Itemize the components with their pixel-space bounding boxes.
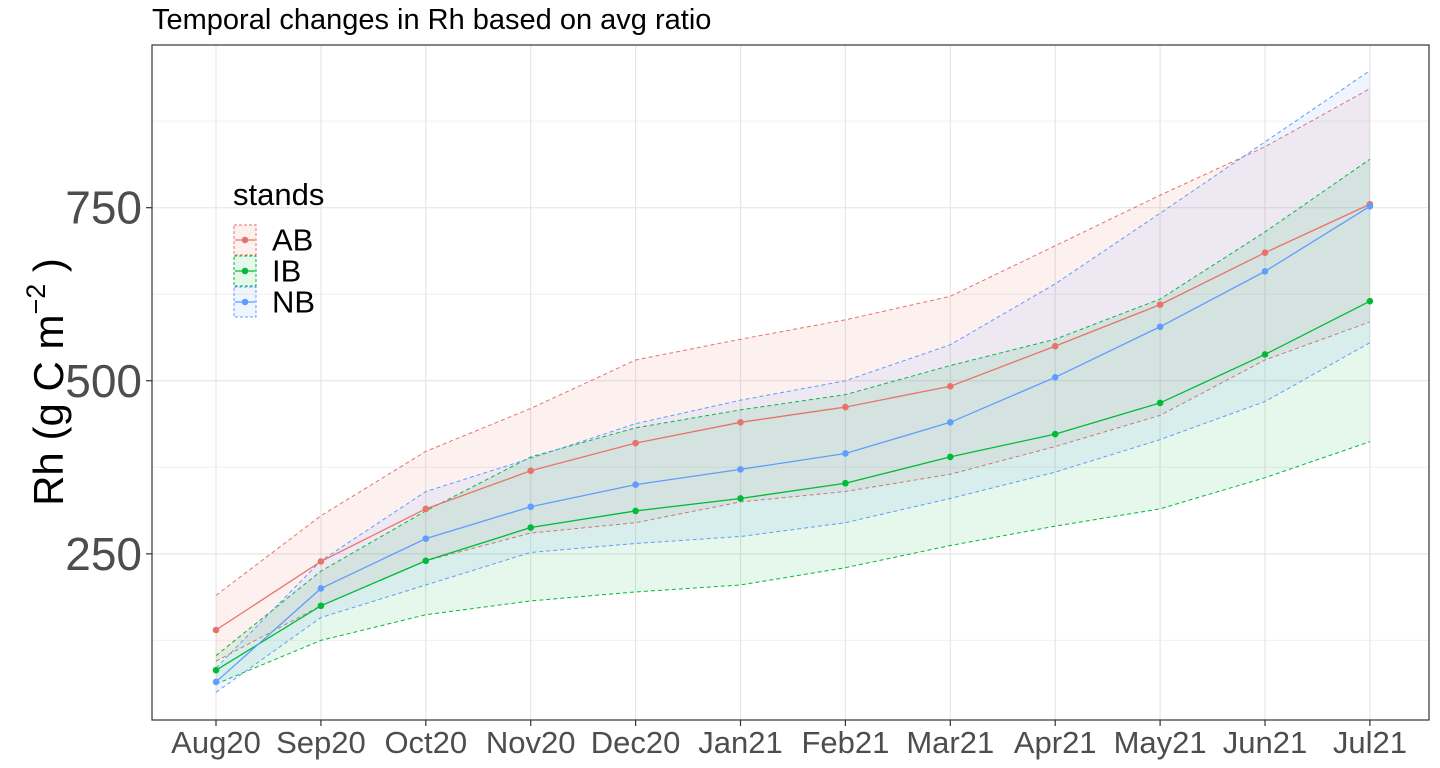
x-tick-label: Dec20 bbox=[591, 725, 681, 760]
x-tick-label: Jun21 bbox=[1223, 725, 1307, 760]
band-upper-IB bbox=[215, 158, 1371, 657]
series-lines bbox=[215, 203, 1371, 683]
point-AB bbox=[947, 383, 954, 390]
band-upper-AB bbox=[215, 88, 1371, 596]
y-tick-label: 750 bbox=[65, 182, 142, 234]
point-NB bbox=[842, 450, 849, 457]
point-AB bbox=[1261, 249, 1269, 256]
point-NB bbox=[212, 678, 220, 686]
confidence-bands bbox=[215, 70, 1371, 693]
x-tick-label: Jul21 bbox=[1333, 725, 1407, 760]
x-tick-label: Nov20 bbox=[486, 725, 576, 760]
point-IB bbox=[1156, 399, 1164, 407]
point-NB bbox=[947, 419, 954, 426]
x-tick-label: Oct20 bbox=[384, 725, 467, 760]
point-NB bbox=[1366, 203, 1374, 210]
x-tick-label: Jan21 bbox=[698, 725, 782, 760]
point-NB bbox=[632, 481, 639, 488]
x-tick-label: Feb21 bbox=[801, 725, 889, 760]
y-axis-title-superscript: −2 bbox=[21, 284, 51, 315]
legend-label-AB: AB bbox=[272, 223, 313, 258]
point-IB bbox=[842, 479, 849, 487]
legend-label-NB: NB bbox=[272, 285, 315, 320]
point-NB bbox=[527, 503, 534, 511]
point-AB bbox=[842, 403, 849, 411]
point-NB bbox=[737, 466, 744, 473]
x-tick-label: Aug20 bbox=[171, 725, 261, 760]
x-tick-label: May21 bbox=[1114, 725, 1207, 760]
chart-title: Temporal changes in Rh based on avg rati… bbox=[152, 4, 712, 36]
x-tick-label: Apr21 bbox=[1014, 725, 1097, 760]
point-IB bbox=[1261, 351, 1269, 358]
svg-text:Rh (g C m−2 ): Rh (g C m−2 ) bbox=[21, 258, 72, 506]
y-axis-title-close: ) bbox=[25, 258, 72, 284]
band-IB bbox=[216, 159, 1370, 684]
point-NB bbox=[1156, 323, 1164, 331]
point-AB bbox=[317, 558, 325, 565]
plot-panel-border bbox=[151, 44, 1430, 721]
point-NB bbox=[422, 535, 430, 542]
x-tick-label: Sep20 bbox=[276, 725, 366, 760]
point-IB bbox=[317, 602, 325, 610]
point-IB bbox=[422, 557, 430, 565]
band-lower-IB bbox=[215, 441, 1371, 685]
point-AB bbox=[422, 505, 430, 513]
y-axis-title: Rh (g C m−2 ) bbox=[21, 258, 72, 506]
point-AB bbox=[632, 439, 639, 447]
band-upper-NB bbox=[215, 70, 1371, 669]
gridlines bbox=[152, 45, 1429, 720]
point-IB bbox=[737, 495, 744, 502]
line-NB bbox=[215, 205, 1371, 683]
legend-key-point-IB bbox=[241, 267, 249, 275]
y-axis-title-main: Rh (g C m bbox=[25, 315, 72, 506]
point-AB bbox=[212, 626, 220, 634]
band-lower-NB bbox=[215, 342, 1371, 693]
x-tick-label: Mar21 bbox=[906, 725, 994, 760]
legend-key-point-NB bbox=[241, 298, 249, 306]
point-IB bbox=[1366, 297, 1374, 305]
point-AB bbox=[1156, 301, 1164, 308]
point-AB bbox=[737, 419, 744, 426]
y-tick-label: 250 bbox=[65, 528, 142, 580]
line-AB bbox=[215, 203, 1371, 631]
point-IB bbox=[632, 507, 639, 515]
legend-label-IB: IB bbox=[272, 254, 301, 289]
band-NB bbox=[216, 70, 1370, 693]
legend-key-point-AB bbox=[241, 236, 249, 244]
point-IB bbox=[1051, 430, 1059, 438]
axis-ticks: 250 500 750 Aug20 Sep20 Oct20 Nov20 Dec20 Jan21 F… bbox=[65, 182, 1407, 760]
point-AB bbox=[1051, 342, 1059, 350]
point-IB bbox=[212, 666, 220, 674]
point-AB bbox=[527, 467, 534, 475]
point-NB bbox=[1261, 268, 1269, 275]
line-IB bbox=[215, 300, 1371, 671]
legend-title: stands bbox=[233, 177, 324, 212]
series-points bbox=[212, 200, 1374, 686]
point-IB bbox=[527, 524, 534, 531]
point-NB bbox=[317, 585, 325, 592]
point-NB bbox=[1051, 374, 1059, 381]
point-IB bbox=[947, 453, 954, 461]
band-AB bbox=[216, 88, 1370, 662]
y-tick-label: 500 bbox=[65, 355, 142, 407]
